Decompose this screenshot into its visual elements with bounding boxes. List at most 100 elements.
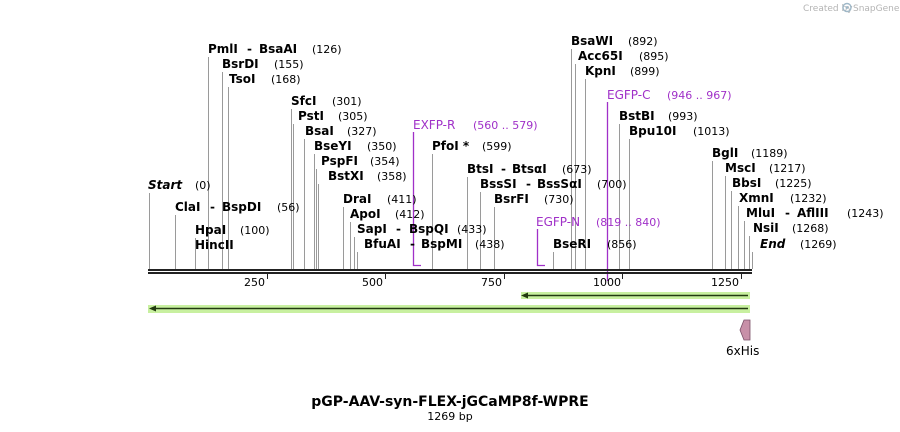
pos-hpai: (100) <box>240 224 270 237</box>
label-bstxi[interactable]: BstXI <box>328 169 364 183</box>
range-exfp-r: (560 .. 579) <box>473 119 538 132</box>
pos-afliii: (1243) <box>847 207 884 220</box>
label-btsai[interactable]: BtsαI <box>512 162 547 176</box>
label-bgli[interactable]: BglI <box>712 146 738 160</box>
label-bsawi[interactable]: BsaWI <box>571 34 613 48</box>
ruler-labels: 250 500 750 1000 1250 <box>244 276 739 289</box>
label-bspmi[interactable]: BspMI <box>421 237 462 251</box>
label-bsrdi[interactable]: BsrDI <box>222 57 259 71</box>
label-egfp-c[interactable]: EGFP-C <box>607 88 650 102</box>
tick-label-1000: 1000 <box>593 276 621 289</box>
label-clai[interactable]: ClaI <box>175 200 200 214</box>
tick-label-750: 750 <box>481 276 502 289</box>
tick-label-250: 250 <box>244 276 265 289</box>
watermark-brand: SnapGene <box>853 4 900 14</box>
label-pfoi[interactable]: PfoI * <box>432 139 470 153</box>
map-length: 1269 bp <box>427 410 472 423</box>
dash: - <box>210 200 215 214</box>
label-apoi[interactable]: ApoI <box>350 207 381 221</box>
pos-kpni: (899) <box>630 65 660 78</box>
pos-acc65i: (895) <box>639 50 669 63</box>
label-end[interactable]: End <box>760 237 786 251</box>
pos-end: (1269) <box>800 238 837 251</box>
label-bsssai[interactable]: BssSαI <box>537 177 582 191</box>
pos-bsrdi: (155) <box>274 58 304 71</box>
label-bpu10i[interactable]: Bpu10I <box>629 124 676 138</box>
snapgene-logo-icon <box>842 2 852 13</box>
label-sapi[interactable]: SapI <box>357 222 387 236</box>
pos-start: (0) <box>195 179 211 192</box>
label-xmni[interactable]: XmnI <box>739 191 774 205</box>
feature-arrow-long[interactable] <box>148 305 750 313</box>
label-msci[interactable]: MscI <box>725 161 756 175</box>
range-egfp-c: (946 .. 967) <box>667 89 732 102</box>
primer-line-egfp-n <box>536 229 545 267</box>
features: 6xHis <box>148 292 759 358</box>
label-bbsi[interactable]: BbsI <box>732 176 761 190</box>
label-bseri[interactable]: BseRI <box>553 237 591 251</box>
pos-drai: (411) <box>387 193 417 206</box>
pos-bsai: (327) <box>347 125 377 138</box>
dna-backbone <box>148 269 752 274</box>
pos-bspdi: (56) <box>277 201 300 214</box>
label-drai[interactable]: DraI <box>343 192 371 206</box>
pos-bstbi: (993) <box>668 110 698 123</box>
dash: - <box>247 42 252 56</box>
pos-nsii: (1268) <box>792 222 829 235</box>
primer-marks <box>412 102 609 281</box>
dash: - <box>410 237 415 251</box>
label-bsrfi[interactable]: BsrFI <box>494 192 529 206</box>
label-btsi[interactable]: BtsI <box>467 162 494 176</box>
pos-bsawi: (892) <box>628 35 658 48</box>
label-acc65i[interactable]: Acc65I <box>578 49 623 63</box>
arrow-left-icon <box>521 292 528 299</box>
pos-psti: (305) <box>338 110 368 123</box>
label-hpai[interactable]: HpaI <box>195 223 226 237</box>
label-bsssi[interactable]: BssSI <box>480 177 517 191</box>
label-bsai[interactable]: BsaI <box>305 124 334 138</box>
dash: - <box>785 206 790 220</box>
label-bstbi[interactable]: BstBI <box>619 109 655 123</box>
label-pmli[interactable]: PmlI <box>208 42 238 56</box>
label-kpni[interactable]: KpnI <box>585 64 616 78</box>
label-pspfi[interactable]: PspFI <box>321 154 358 168</box>
ruler <box>267 274 742 279</box>
map-title: pGP-AAV-syn-FLEX-jGCaMP8f-WPRE <box>311 394 588 410</box>
pos-msci: (1217) <box>769 162 806 175</box>
pos-pspfi: (354) <box>370 155 400 168</box>
pos-pfoi: (599) <box>482 140 512 153</box>
pos-bspmi: (438) <box>475 238 505 251</box>
pos-bseri: (856) <box>607 238 637 251</box>
label-egfp-n[interactable]: EGFP-N <box>536 215 580 229</box>
enzyme-labels: Start (0) ClaI - BspDI (56) HpaI (100) H… <box>148 34 884 252</box>
dash: - <box>501 162 506 176</box>
label-bfuai[interactable]: BfuAI <box>364 237 401 251</box>
watermark-prefix: Created by <box>803 4 853 14</box>
label-psti[interactable]: PstI <box>298 109 324 123</box>
pos-bsaai: (126) <box>312 43 342 56</box>
label-bspdi[interactable]: BspDI <box>222 200 261 214</box>
label-sfci[interactable]: SfcI <box>291 94 316 108</box>
feature-6xhis[interactable]: 6xHis <box>726 319 759 358</box>
his-tag-icon <box>739 319 751 341</box>
label-hincii[interactable]: HincII <box>195 238 234 252</box>
label-afliii[interactable]: AflIII <box>797 206 829 220</box>
pos-xmni: (1232) <box>790 192 827 205</box>
pos-sfci: (301) <box>332 95 362 108</box>
feature-arrow-short[interactable] <box>521 292 750 299</box>
label-exfp-r[interactable]: EXFP-R <box>413 118 455 132</box>
label-bsaai[interactable]: BsaAI <box>259 42 297 56</box>
dash: - <box>526 177 531 191</box>
arrow-left-icon <box>149 305 156 312</box>
label-tsoi[interactable]: TsoI <box>229 72 255 86</box>
label-bseyi[interactable]: BseYI <box>314 139 352 153</box>
label-start[interactable]: Start <box>148 178 183 192</box>
label-mlui[interactable]: MluI <box>746 206 775 220</box>
backbone-bottom-strand <box>148 272 752 274</box>
pos-bgli: (1189) <box>751 147 788 160</box>
label-bspqi[interactable]: BspQI <box>409 222 449 236</box>
label-nsii[interactable]: NsiI <box>753 221 779 235</box>
tick-label-1250: 1250 <box>711 276 739 289</box>
feature-label-6xhis: 6xHis <box>726 344 759 358</box>
